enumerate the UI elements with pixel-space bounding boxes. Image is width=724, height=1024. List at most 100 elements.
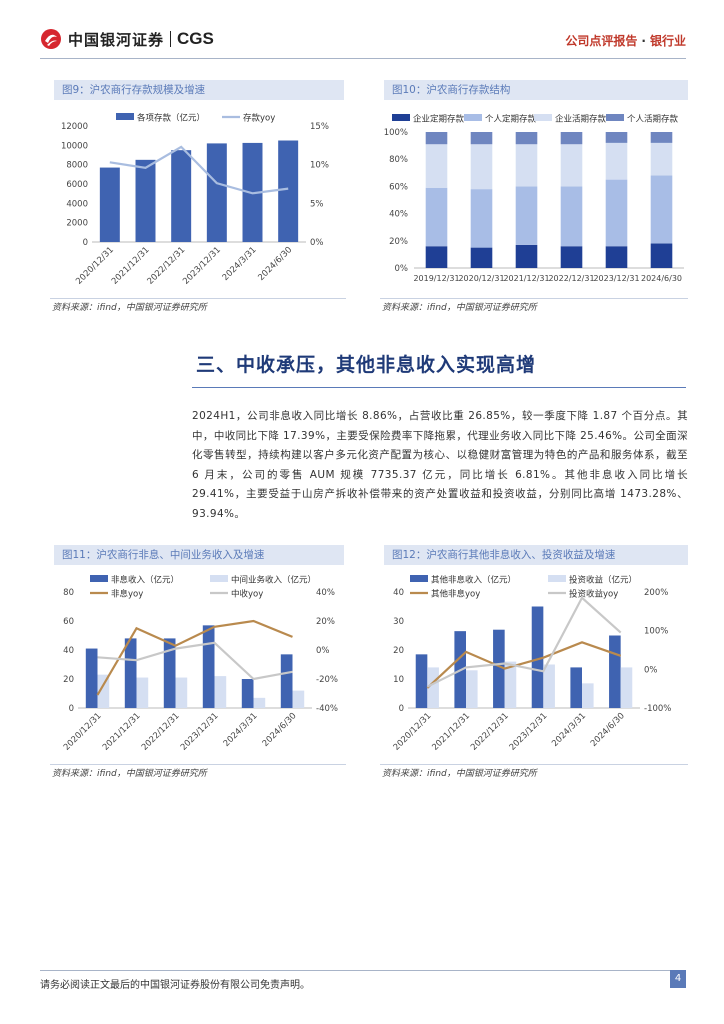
bar-投资收益（亿元）-2021/12/31	[466, 670, 478, 708]
y-tick-label: 100%	[384, 128, 408, 138]
y-left-tick-label: 80	[63, 588, 74, 598]
fig11-chart: 0 20 40 60 80 -40% -20% 0% 20% 40% 2020/12/312021/…	[62, 575, 338, 753]
y-right-tick-label: -100%	[644, 704, 671, 714]
brand-divider	[170, 31, 172, 47]
x-tick-label: 2020/12/31	[392, 711, 434, 753]
y-tick-label: 40%	[389, 210, 408, 220]
bar-非息收入（亿元）-2021/12/31	[124, 638, 137, 708]
x-tick-label: 2019/12/31	[413, 274, 459, 283]
industry-label: 银行业	[649, 34, 686, 48]
bar-非息收入（亿元）-2020/12/31	[85, 648, 98, 708]
stack-企业活期存款-2020/12/31	[470, 144, 493, 190]
bar-各项存款（亿元）-2023/12/31	[206, 143, 227, 242]
x-tick-label: 2024/3/31	[221, 245, 259, 283]
bar-非息收入（亿元）-2022/12/31	[163, 638, 176, 708]
y-tick-label: 20%	[389, 237, 408, 247]
x-tick-label: 2020/12/31	[62, 711, 104, 753]
stack-个人活期存款-2024/6/30	[650, 132, 673, 143]
stack-个人活期存款-2019/12/31	[425, 132, 448, 145]
stack-企业活期存款-2021/12/31	[515, 144, 538, 187]
y-right-tick-label: 100%	[644, 627, 668, 637]
stack-个人活期存款-2022/12/31	[560, 132, 583, 145]
bar-投资收益（亿元）-2024/6/30	[620, 667, 633, 708]
x-tick-label: 2024/6/30	[641, 274, 682, 283]
x-tick-label: 2024/3/31	[222, 711, 260, 749]
y-right-tick-label: 200%	[644, 588, 668, 598]
fig11-source: 资料来源：ifind，中国银河证券研究所	[52, 769, 207, 779]
y-left-tick-label: 0	[399, 704, 404, 714]
bar-各项存款（亿元）-2024/6/30	[278, 140, 299, 242]
legend-label-3: 中收yoy	[231, 589, 263, 600]
legend-label-1: 存款yoy	[243, 113, 275, 124]
y-left-tick-label: 4000	[66, 199, 88, 209]
bar-中间业务收入（亿元）-2024/3/31	[253, 697, 266, 708]
y-left-tick-label: 40	[63, 646, 74, 656]
legend-label-2: 非息yoy	[111, 589, 143, 600]
y-right-tick-label: 0%	[644, 665, 658, 675]
bar-中间业务收入（亿元）-2023/12/31	[214, 676, 227, 708]
x-tick-label: 2023/12/31	[179, 711, 221, 753]
y-right-tick-label: 40%	[316, 588, 335, 598]
stack-企业活期存款-2022/12/31	[560, 144, 583, 187]
bar-投资收益（亿元）-2020/12/31	[427, 667, 439, 708]
bar-投资收益（亿元）-2022/12/31	[504, 661, 517, 708]
section-title: 三、中收承压，其他非息收入实现高增	[196, 354, 537, 376]
y-left-tick-label: 10	[393, 675, 404, 685]
legend-label-0: 其他非息收入（亿元）	[431, 575, 516, 586]
legend-label-1: 中间业务收入（亿元）	[231, 575, 316, 586]
legend-swatch-0	[410, 575, 428, 582]
y-right-tick-label: 15%	[310, 122, 329, 132]
legend-label-0: 非息收入（亿元）	[111, 575, 179, 586]
bar-各项存款（亿元）-2020/12/31	[99, 167, 120, 242]
bar-各项存款（亿元）-2022/12/31	[171, 150, 192, 242]
stack-个人定期存款-2021/12/31	[515, 186, 538, 245]
x-tick-label: 2024/6/30	[589, 711, 627, 749]
fig12-source-rule	[380, 764, 688, 765]
stack-个人定期存款-2020/12/31	[470, 189, 493, 248]
fig12-chart: 0 10 20 30 40 -100% 0% 100% 200% 2020/12/312021/1…	[392, 575, 672, 753]
bar-投资收益（亿元）-2023/12/31	[543, 664, 555, 708]
bar-其他非息收入（亿元）-2024/3/31	[570, 667, 582, 708]
brand-name-en: CGS	[177, 29, 214, 48]
bar-各项存款（亿元）-2021/12/31	[135, 159, 156, 242]
fig11-title: 图11：沪农商行非息、中间业务收入及增速	[54, 545, 344, 565]
y-right-tick-label: -20%	[316, 675, 338, 685]
x-tick-label: 2022/12/31	[548, 274, 594, 283]
header-separator: ·	[641, 34, 646, 48]
stack-个人活期存款-2020/12/31	[470, 132, 493, 145]
brand-name-cn: 中国银河证券	[68, 30, 165, 49]
legend-label-1: 投资收益（亿元）	[569, 575, 637, 586]
legend-swatch-0	[392, 114, 410, 121]
fig10-source-rule	[380, 298, 688, 299]
line-series-2	[96, 619, 293, 696]
fig12-title: 图12：沪农商行其他非息收入、投资收益及增速	[384, 545, 688, 565]
bar-投资收益（亿元）-2024/3/31	[582, 683, 594, 708]
legend-label-0: 企业定期存款	[413, 114, 465, 125]
fig9-chart: 0 2000 4000 6000 8000 10000 12000 0% 5% 10% 15% 202…	[61, 113, 329, 287]
brand-logo-icon	[41, 29, 61, 49]
legend-swatch-1	[464, 114, 482, 121]
y-right-tick-label: 20%	[316, 617, 335, 627]
y-right-tick-label: -40%	[316, 704, 338, 714]
x-tick-label: 2022/12/31	[140, 711, 182, 753]
bar-其他非息收入（亿元）-2023/12/31	[531, 606, 544, 708]
y-left-tick-label: 10000	[61, 141, 88, 151]
x-tick-label: 2020/12/31	[458, 274, 504, 283]
legend-swatch-0	[116, 113, 134, 120]
x-tick-label: 2021/12/31	[430, 711, 472, 753]
fig12-source: 资料来源：ifind，中国银河证券研究所	[382, 769, 537, 779]
stack-企业定期存款-2020/12/31	[470, 247, 493, 268]
y-tick-label: 0%	[395, 264, 409, 274]
bar-中间业务收入（亿元）-2021/12/31	[136, 677, 149, 708]
y-tick-label: 60%	[389, 182, 408, 192]
y-right-tick-label: 0%	[316, 646, 330, 656]
fig9-source-rule	[50, 298, 346, 299]
stack-企业定期存款-2019/12/31	[425, 246, 448, 268]
x-tick-label: 2023/12/31	[508, 711, 550, 753]
stack-企业定期存款-2023/12/31	[605, 246, 628, 268]
bar-其他非息收入（亿元）-2020/12/31	[415, 654, 428, 708]
x-tick-label: 2024/6/30	[256, 245, 294, 283]
section-paragraph: 2024H1，公司非息收入同比增长 8.86%，占营收比重 26.85%，较一季…	[192, 410, 688, 520]
y-left-tick-label: 2000	[66, 219, 88, 229]
stack-企业活期存款-2023/12/31	[605, 142, 628, 180]
